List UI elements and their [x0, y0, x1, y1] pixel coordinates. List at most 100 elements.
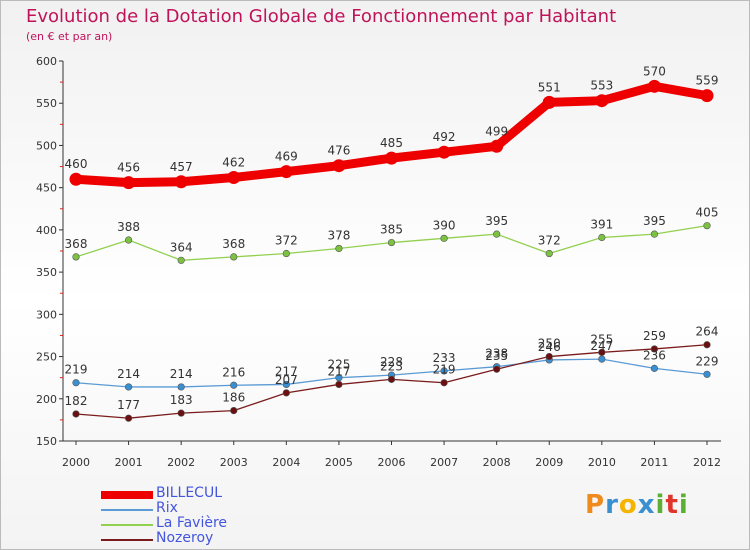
data-point-rix: [124, 383, 133, 391]
data-label-nozeroy: 186: [222, 391, 245, 405]
data-label-nozeroy: 259: [643, 329, 666, 343]
data-point-billecul: [122, 176, 136, 190]
y-tick-label: 250: [36, 351, 57, 364]
data-point-la-favi-re: [230, 253, 238, 261]
data-point-billecul: [385, 151, 398, 165]
data-point-la-favi-re: [440, 234, 448, 242]
data-point-billecul: [437, 145, 451, 159]
data-label-nozeroy: 217: [327, 364, 350, 378]
data-label-la-favi-re: 364: [170, 240, 193, 254]
data-point-nozeroy: [598, 348, 606, 356]
data-point-billecul: [542, 95, 556, 109]
x-tick-label: 2001: [115, 456, 143, 469]
data-label-nozeroy: 177: [117, 398, 140, 412]
data-point-rix: [650, 364, 659, 372]
data-label-billecul: 456: [117, 161, 140, 175]
y-tick-label: 200: [36, 393, 57, 406]
x-tick-label: 2011: [640, 456, 668, 469]
data-label-nozeroy: 264: [696, 325, 719, 339]
data-label-rix: 247: [590, 339, 613, 353]
data-point-billecul: [227, 171, 241, 185]
data-point-la-favi-re: [282, 249, 290, 258]
data-label-rix: 214: [117, 367, 140, 381]
legend-label: Rix: [156, 500, 178, 516]
data-point-rix: [72, 379, 80, 387]
data-label-nozeroy: 255: [590, 332, 613, 346]
data-point-la-favi-re: [335, 244, 343, 253]
proxiti-logo: Proxiti: [585, 490, 689, 520]
data-label-billecul: 460: [65, 157, 88, 171]
data-point-la-favi-re: [177, 256, 185, 264]
data-label-rix: 238: [485, 347, 508, 361]
data-label-rix: 214: [170, 367, 193, 381]
series-layer: [69, 79, 714, 422]
data-point-la-favi-re: [124, 236, 133, 244]
data-label-rix: 229: [696, 354, 719, 368]
data-label-la-favi-re: 372: [275, 234, 298, 248]
data-point-nozeroy: [650, 345, 659, 353]
data-point-rix: [282, 380, 290, 389]
x-tick-label: 2009: [535, 456, 563, 469]
y-tick-label: 150: [36, 435, 57, 448]
data-label-nozeroy: 235: [485, 349, 508, 363]
data-point-la-favi-re: [72, 253, 80, 261]
data-point-nozeroy: [387, 375, 396, 383]
y-tick-label: 550: [36, 97, 57, 110]
x-tick-label: 2005: [325, 456, 353, 469]
data-label-rix: 216: [222, 365, 245, 379]
x-tick-label: 2012: [693, 456, 721, 469]
x-tick-label: 2007: [430, 456, 458, 469]
legend-swatch: [101, 539, 153, 541]
data-point-billecul: [700, 89, 714, 103]
x-tick-label: 2004: [272, 456, 300, 469]
data-label-nozeroy: 183: [170, 393, 193, 407]
chart-title: Evolution de la Dotation Globale de Fonc…: [26, 6, 617, 27]
data-point-billecul: [332, 159, 346, 173]
data-label-rix: 225: [327, 358, 350, 372]
chart-axes: 150 200 250 300 350 400 450 500 550 600 2000 2001 20…: [36, 55, 721, 469]
data-label-la-favi-re: 388: [117, 220, 140, 234]
data-point-nozeroy: [493, 365, 501, 373]
data-point-la-favi-re: [703, 222, 711, 230]
data-label-billecul: 553: [590, 79, 613, 93]
data-point-rix: [598, 355, 606, 363]
y-tick-label: 500: [36, 139, 57, 152]
y-tick-label: 400: [36, 224, 57, 237]
data-point-nozeroy: [282, 389, 290, 397]
data-label-billecul: 559: [696, 74, 719, 88]
y-tick-label: 600: [36, 55, 57, 68]
data-label-rix: 219: [65, 363, 88, 377]
x-tick-label: 2000: [62, 456, 90, 469]
data-point-la-favi-re: [493, 230, 501, 238]
data-label-la-favi-re: 368: [65, 237, 88, 251]
y-tick-label: 350: [36, 266, 57, 279]
data-label-billecul: 492: [433, 130, 456, 144]
data-point-la-favi-re: [545, 249, 553, 258]
data-label-billecul: 499: [485, 124, 508, 138]
legend-label: La Favière: [156, 515, 228, 531]
data-point-la-favi-re: [387, 238, 396, 247]
data-point-nozeroy: [72, 410, 80, 418]
chart-subtitle: (en € et par an): [26, 30, 113, 43]
data-label-billecul: 485: [380, 136, 403, 150]
data-point-rix: [703, 370, 711, 378]
data-label-la-favi-re: 395: [643, 214, 666, 228]
data-label-la-favi-re: 372: [538, 234, 561, 248]
data-label-billecul: 469: [275, 150, 298, 164]
x-tick-label: 2008: [483, 456, 511, 469]
data-label-la-favi-re: 378: [327, 228, 350, 242]
data-label-la-favi-re: 368: [222, 237, 245, 251]
data-point-nozeroy: [177, 409, 185, 417]
data-label-nozeroy: 219: [433, 363, 456, 377]
data-point-nozeroy: [124, 414, 133, 422]
data-label-rix: 236: [643, 348, 666, 362]
data-label-billecul: 551: [538, 80, 561, 94]
data-point-billecul: [69, 172, 83, 186]
data-point-billecul: [279, 165, 293, 179]
data-point-billecul: [647, 79, 661, 93]
data-label-nozeroy: 250: [538, 337, 561, 351]
data-point-billecul: [174, 175, 188, 189]
